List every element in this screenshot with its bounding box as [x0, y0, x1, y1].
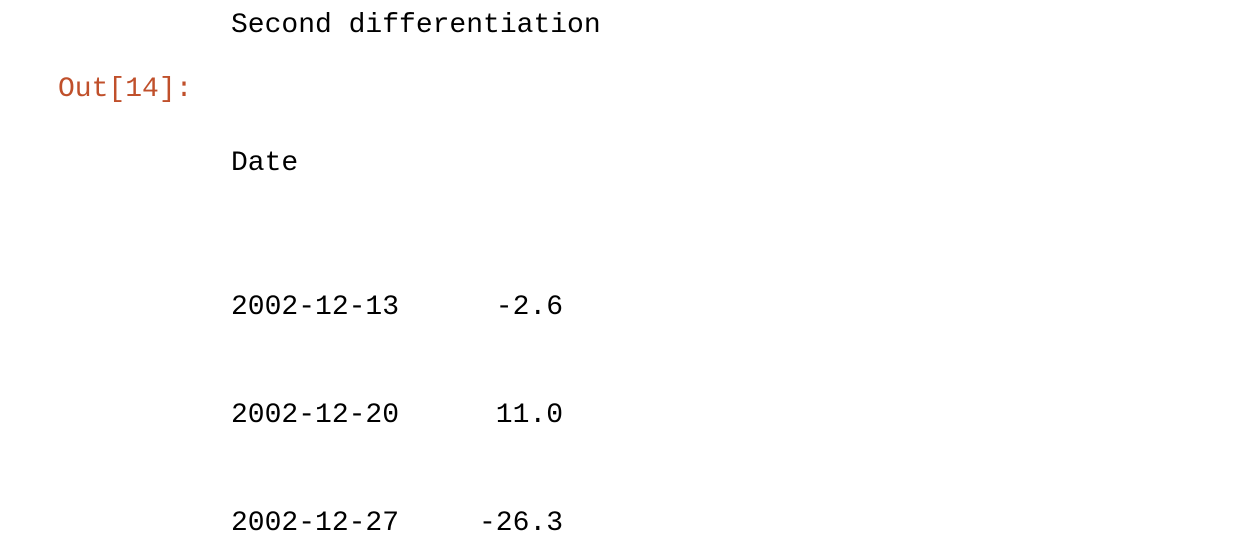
series-output: Date 2002-12-13 -2.6 2002-12-20 11.0 2002-…: [231, 74, 685, 548]
row-value: -26.3: [478, 508, 563, 539]
series-index-name: Date: [231, 148, 299, 179]
stream-output-text: Second differentiation: [231, 10, 601, 41]
output-prompt: Out[14]:: [58, 74, 193, 105]
table-row: 2002-12-20 11.0: [231, 398, 685, 434]
row-date: 2002-12-20: [231, 400, 400, 431]
table-row: 2002-12-13 -2.6: [231, 290, 685, 326]
row-date: 2002-12-13: [231, 292, 400, 323]
table-row: 2002-12-27 -26.3: [231, 506, 685, 542]
row-value: -2.6: [495, 292, 563, 323]
row-value: 11.0: [495, 400, 563, 431]
row-date: 2002-12-27: [231, 508, 400, 539]
